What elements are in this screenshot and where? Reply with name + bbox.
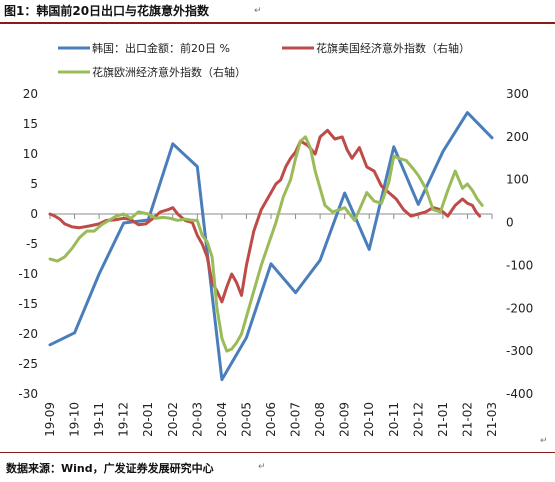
y-left-tick-label: -20 [18,327,38,341]
line-chart: 20 15 10 5 0 -5 -10 -15 -20 -25 -30 300 200 100 0 -100 -… [18,41,533,437]
y-left-tick-label: -15 [18,297,38,311]
x-tick-label: 20-05 [239,402,253,437]
x-tick-label: 20-03 [190,402,204,437]
y-left-tick-label: 15 [23,117,38,131]
series-line-2 [48,128,482,304]
figure-source: 数据来源：Wind，广发证券发展研究中心 [6,462,214,475]
legend-label: 韩国：出口金额：前20日 % [92,41,230,55]
figure-footer: 数据来源：Wind，广发证券发展研究中心 [0,452,555,482]
y-left-tick-label: -5 [26,237,38,251]
y-left-tick-label: 0 [30,207,38,221]
x-tick-label: 19-12 [117,402,131,437]
x-tick-label: 19-09 [43,402,57,437]
legend-label: 花旗美国经济意外指数（右轴） [316,41,470,55]
x-tick-label: 21-01 [436,402,450,437]
y-right-tick-label: 0 [506,216,514,230]
series-line-3 [48,135,484,353]
return-mark-icon: ↵ [540,436,548,446]
y-left-tick-label: -10 [18,267,38,281]
x-tick-label: 20-06 [264,402,278,437]
x-tick-label: 20-04 [215,402,229,437]
legend-label: 花旗欧洲经济意外指数（右轴） [92,65,246,79]
y-right-tick-label: -400 [506,387,533,401]
y-right-tick-label: 100 [506,173,529,187]
y-left-tick-label: 5 [30,177,38,191]
figure-header: 图1：韩国前20日出口与花旗意外指数 [0,0,555,24]
x-tick-label: 20-09 [338,402,352,437]
x-tick-label: 20-11 [387,402,401,437]
x-tick-label: 20-12 [411,402,425,437]
x-tick-label: 19-11 [92,402,106,437]
x-tick-label: 20-01 [141,402,155,437]
y-right-tick-label: 200 [506,130,529,144]
x-tick-label: 21-02 [460,402,474,437]
return-mark-icon: ↵ [254,6,262,16]
y-left-tick-label: -25 [18,357,38,371]
x-tick-label: 20-07 [289,402,303,437]
y-right-tick-label: -200 [506,301,533,315]
figure-title: 图1：韩国前20日出口与花旗意外指数 [4,4,210,18]
x-tick-label: 20-08 [313,402,327,437]
x-tick-label: 19-10 [68,402,82,437]
y-right-tick-label: -100 [506,258,533,272]
x-tick-label: 20-10 [362,402,376,437]
return-mark-icon: ↵ [258,462,266,472]
x-tick-label: 20-02 [166,402,180,437]
x-tick-label: 21-03 [485,402,499,437]
y-right-tick-label: -300 [506,344,533,358]
y-right-tick-label: 300 [506,87,529,101]
y-left-tick-label: -30 [18,387,38,401]
y-left-tick-label: 10 [23,147,38,161]
series-line-1 [48,111,494,382]
y-left-tick-label: 20 [23,87,38,101]
